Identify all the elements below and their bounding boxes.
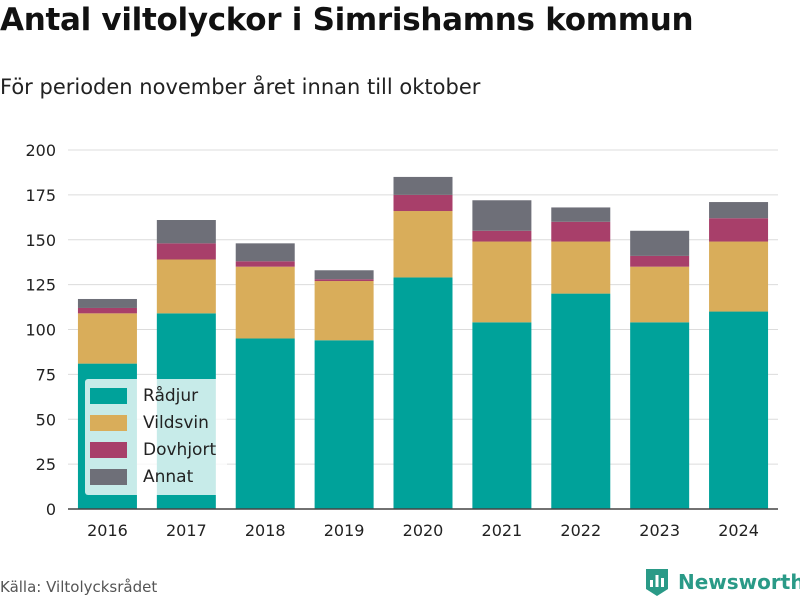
x-tick-label: 2024	[718, 521, 759, 540]
legend-label-annat: Annat	[143, 467, 194, 487]
bar-segment-radjur[interactable]	[472, 322, 532, 509]
legend-swatch-vildsvin	[90, 415, 127, 431]
x-tick-label: 2022	[560, 521, 601, 540]
bar-segment-radjur[interactable]	[630, 322, 690, 509]
legend: Rådjur Vildsvin Dovhjort Annat	[85, 379, 227, 495]
legend-label-radjur: Rådjur	[143, 386, 199, 406]
y-tick-label: 200	[25, 141, 56, 160]
bar-segment-vildsvin[interactable]	[314, 281, 374, 341]
bar-segment-annat[interactable]	[393, 176, 453, 195]
bar-segment-annat[interactable]	[630, 230, 690, 256]
y-tick-label: 25	[36, 455, 56, 474]
chart-title: Antal viltolyckor i Simrishamns kommun	[0, 2, 694, 38]
bar-segment-radjur[interactable]	[393, 277, 453, 509]
y-tick-label: 175	[25, 186, 56, 205]
bar-segment-vildsvin[interactable]	[472, 241, 532, 323]
x-tick-label: 2016	[87, 521, 128, 540]
bar-segment-dovhjort[interactable]	[393, 194, 453, 212]
bar-segment-dovhjort[interactable]	[235, 261, 295, 267]
bar-segment-annat[interactable]	[709, 202, 769, 219]
y-tick-label: 0	[46, 500, 56, 519]
x-tick-label: 2018	[245, 521, 286, 540]
bar-segment-annat[interactable]	[77, 298, 137, 308]
bar-segment-dovhjort[interactable]	[630, 255, 690, 267]
bar-segment-vildsvin[interactable]	[77, 313, 137, 364]
legend-swatch-dovhjort	[90, 442, 127, 458]
y-tick-label: 50	[36, 410, 56, 429]
legend-item-vildsvin[interactable]: Vildsvin	[90, 412, 209, 434]
bar-segment-radjur[interactable]	[314, 340, 374, 509]
bar-segment-annat[interactable]	[156, 220, 216, 244]
chart-subtitle: För perioden november året innan till ok…	[0, 75, 481, 99]
bar-segment-dovhjort[interactable]	[472, 230, 532, 242]
x-tick-label: 2021	[482, 521, 523, 540]
bar-segment-dovhjort[interactable]	[77, 307, 137, 314]
y-axis-ticks: 0 25 50 75 100 125 150 175 200	[25, 141, 56, 519]
legend-swatch-annat	[90, 469, 127, 485]
x-tick-label: 2020	[403, 521, 444, 540]
legend-item-dovhjort[interactable]: Dovhjort	[90, 439, 216, 461]
y-tick-label: 150	[25, 231, 56, 250]
x-tick-label: 2023	[639, 521, 680, 540]
bar-segment-annat[interactable]	[472, 200, 532, 231]
x-tick-label: 2017	[166, 521, 207, 540]
bar-segment-vildsvin[interactable]	[393, 211, 453, 278]
bar-segment-vildsvin[interactable]	[630, 266, 690, 323]
bar-segment-dovhjort[interactable]	[709, 218, 769, 242]
bar-chart-logo-icon	[646, 569, 668, 596]
bar-segment-dovhjort[interactable]	[156, 243, 216, 260]
brand-logo[interactable]: Newsworthy	[644, 567, 800, 597]
bar-segment-vildsvin[interactable]	[709, 241, 769, 312]
bar-segment-radjur[interactable]	[551, 293, 611, 509]
bar-segment-annat[interactable]	[235, 243, 295, 262]
y-tick-label: 75	[36, 365, 56, 384]
legend-item-annat[interactable]: Annat	[90, 466, 193, 488]
bar-segment-annat[interactable]	[551, 207, 611, 222]
y-tick-label: 125	[25, 276, 56, 295]
brand-name: Newsworthy	[678, 570, 800, 594]
bar-segment-radjur[interactable]	[235, 338, 295, 509]
source-note: Källa: Viltolycksrådet	[0, 578, 158, 596]
bar-segment-vildsvin[interactable]	[551, 241, 611, 294]
legend-label-dovhjort: Dovhjort	[143, 440, 217, 460]
bar-segment-radjur[interactable]	[709, 311, 769, 509]
bar-segment-vildsvin[interactable]	[235, 266, 295, 339]
bar-segment-dovhjort[interactable]	[314, 279, 374, 282]
x-axis-ticks: 2016 2017 2018 2019 2020 2021 2022 2023 2024	[87, 521, 759, 540]
legend-label-vildsvin: Vildsvin	[143, 413, 209, 433]
legend-item-radjur[interactable]: Rådjur	[90, 385, 198, 407]
bar-segment-annat[interactable]	[314, 270, 374, 280]
y-tick-label: 100	[25, 321, 56, 340]
x-tick-label: 2019	[324, 521, 365, 540]
bar-segment-vildsvin[interactable]	[156, 259, 216, 314]
bar-segment-dovhjort[interactable]	[551, 221, 611, 242]
legend-swatch-radjur	[90, 388, 127, 404]
